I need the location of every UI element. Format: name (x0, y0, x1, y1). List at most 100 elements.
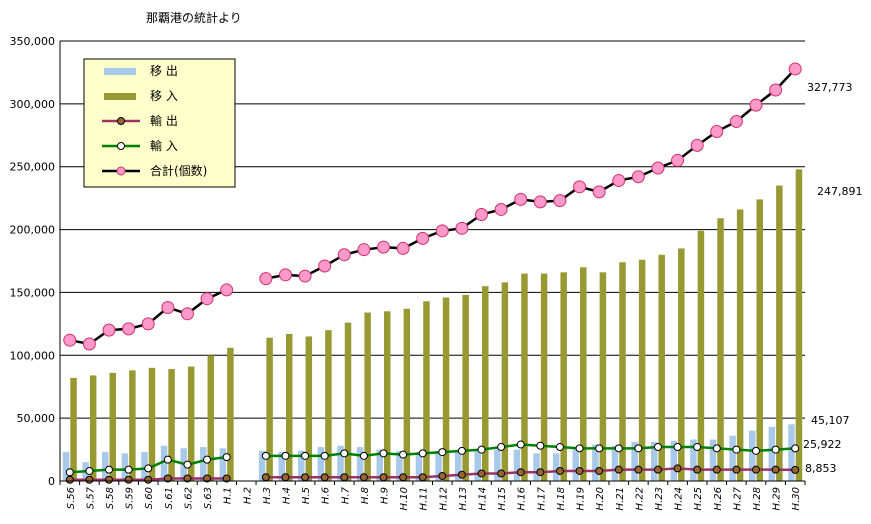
legend-marker (117, 142, 125, 150)
data-point (163, 474, 172, 483)
data-point (301, 451, 310, 460)
value-annotation: 45,107 (811, 414, 850, 427)
data-point (396, 241, 410, 255)
chart-title: 那覇港の統計より (146, 10, 242, 25)
bar (748, 430, 756, 481)
data-point (85, 475, 94, 484)
legend: 移 出移 入輸 出輸 入合計(個数) (83, 58, 236, 188)
data-point (732, 445, 741, 454)
bar (638, 259, 646, 481)
x-tick-label: H.11 (419, 487, 430, 510)
x-tick-label: H.19 (576, 487, 587, 510)
data-point (693, 443, 702, 452)
bar (337, 445, 344, 481)
bar (501, 282, 509, 481)
data-point (771, 445, 780, 454)
bar (729, 435, 736, 481)
legend-marker (116, 166, 126, 176)
bar (121, 453, 129, 481)
bar (494, 449, 501, 481)
data-point (359, 451, 368, 460)
data-point (340, 473, 349, 482)
bar (513, 449, 521, 481)
x-tick-label: H.30 (791, 487, 802, 510)
data-point (203, 455, 212, 464)
data-point (553, 194, 567, 208)
legend-label: 合計(個数) (150, 163, 207, 178)
x-tick-label: H.3 (262, 487, 273, 504)
x-tick-label: H.15 (497, 487, 508, 510)
data-point (340, 449, 349, 458)
data-point (514, 192, 528, 206)
data-point (533, 195, 547, 209)
data-point (222, 453, 231, 462)
x-tick-label: H.14 (478, 487, 489, 510)
value-annotation: 327,773 (807, 81, 853, 94)
data-point (281, 451, 290, 460)
data-point (457, 470, 466, 479)
data-point (122, 322, 136, 336)
y-tick-label: 150,000 (10, 286, 56, 299)
data-point (494, 202, 508, 216)
bar (317, 447, 325, 481)
x-tick-label: S.56 (66, 487, 77, 509)
x-tick-label: S.60 (144, 487, 155, 509)
data-point (555, 466, 564, 475)
data-point (357, 243, 371, 257)
data-point (477, 445, 486, 454)
data-point (653, 465, 662, 474)
data-point (536, 468, 545, 477)
x-tick-label: S.61 (164, 487, 175, 509)
legend-label: 輸 入 (150, 138, 178, 153)
x-tick-label: H.23 (654, 487, 665, 510)
data-point (183, 474, 192, 483)
bar (474, 449, 482, 481)
value-annotations: 327,773 247,891 45,107 25,922 8,853 (803, 81, 863, 475)
data-point (141, 317, 155, 331)
data-point (497, 443, 506, 452)
data-point (281, 473, 290, 482)
value-annotation: 247,891 (817, 185, 863, 198)
bar (219, 448, 227, 481)
bar (540, 273, 548, 481)
data-point (791, 465, 800, 474)
bar (521, 273, 528, 481)
x-axis-tick-labels: S.56 S.57 S.58 S.59 S.60 S.61 S.62 S.63 H.1 H.2 H.… (66, 486, 802, 510)
data-point (124, 475, 133, 484)
bars (62, 169, 803, 482)
data-point (259, 272, 273, 286)
bar (631, 442, 638, 481)
x-tick-label: H.13 (458, 487, 469, 510)
bar (376, 449, 383, 481)
bar (697, 230, 705, 481)
data-point (573, 180, 587, 194)
data-point (105, 475, 114, 484)
data-point (399, 473, 408, 482)
x-tick-label: H.26 (713, 487, 724, 510)
bar (258, 450, 266, 481)
data-point (749, 98, 763, 112)
bar (552, 453, 560, 481)
data-point (575, 466, 584, 475)
axes (59, 41, 806, 485)
x-tick-label: H.29 (772, 487, 783, 510)
x-tick-label: S.59 (125, 487, 136, 509)
data-point (163, 455, 172, 464)
bar (435, 450, 442, 481)
data-point (435, 224, 449, 238)
y-tick-label: 200,000 (10, 224, 56, 237)
bar (533, 453, 540, 481)
series-line (265, 467, 796, 479)
data-point (712, 465, 721, 474)
data-point (438, 448, 447, 457)
bar (592, 444, 599, 481)
bar (650, 442, 658, 481)
bar (70, 377, 77, 481)
data-point (732, 465, 741, 474)
x-tick-label: H.9 (379, 487, 390, 504)
data-point (791, 444, 800, 453)
legend-label: 輸 出 (150, 113, 178, 128)
bar (160, 445, 168, 481)
bar (599, 272, 607, 481)
bar (709, 439, 717, 481)
